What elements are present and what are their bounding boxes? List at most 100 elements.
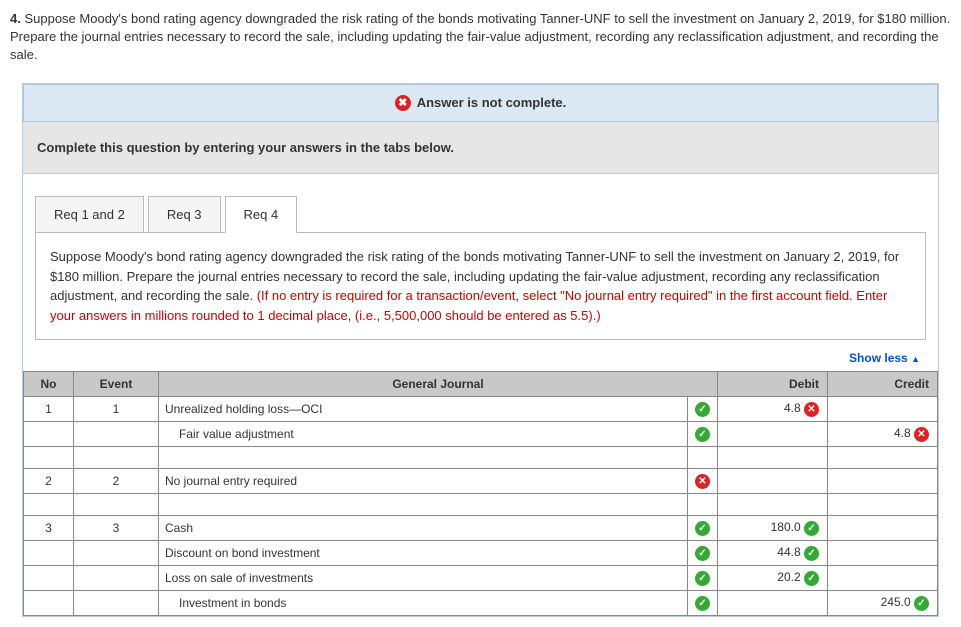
instruction-text: Complete this question by entering your … <box>37 140 454 155</box>
cell-debit[interactable]: 180.0 ✓ <box>718 516 828 541</box>
show-less-toggle[interactable]: Show less ▲ <box>23 351 920 365</box>
table-row: 11Unrealized holding loss—OCI✓4.8 ✕ <box>24 397 938 422</box>
cell-credit[interactable] <box>828 447 938 469</box>
question-body: Suppose Moody's bond rating agency downg… <box>10 11 950 62</box>
x-icon: ✕ <box>804 402 819 417</box>
header-event: Event <box>74 372 159 397</box>
cell-credit[interactable]: 245.0 ✓ <box>828 591 938 616</box>
header-general-journal: General Journal <box>159 372 718 397</box>
answer-container: ✖ Answer is not complete. Complete this q… <box>22 83 939 618</box>
cell-credit[interactable] <box>828 516 938 541</box>
cell-account-mark: ✓ <box>688 591 718 616</box>
cell-account[interactable]: Unrealized holding loss—OCI <box>159 397 688 422</box>
cell-account-mark <box>688 447 718 469</box>
cell-no <box>24 541 74 566</box>
tab-label: Req 4 <box>244 207 279 222</box>
show-less-label: Show less <box>849 351 908 365</box>
cell-event <box>74 494 159 516</box>
cell-no: 2 <box>24 469 74 494</box>
status-incomplete-icon: ✖ <box>395 95 411 111</box>
cell-account-mark <box>688 494 718 516</box>
check-icon: ✓ <box>695 546 710 561</box>
table-row: Discount on bond investment ✓ 44.8 ✓ <box>24 541 938 566</box>
status-bar: ✖ Answer is not complete. <box>23 84 938 123</box>
table-row <box>24 447 938 469</box>
check-icon: ✓ <box>695 427 710 442</box>
cell-no <box>24 591 74 616</box>
cell-account[interactable] <box>159 494 688 516</box>
cell-no <box>24 566 74 591</box>
cell-account[interactable]: Fair value adjustment <box>159 422 688 447</box>
cell-event <box>74 566 159 591</box>
cell-no <box>24 494 74 516</box>
table-row: Investment in bonds✓245.0 ✓ <box>24 591 938 616</box>
cell-event: 1 <box>74 397 159 422</box>
table-row: Fair value adjustment ✓ 4.8 ✕ <box>24 422 938 447</box>
check-icon: ✓ <box>695 596 710 611</box>
header-debit: Debit <box>718 372 828 397</box>
cell-no: 3 <box>24 516 74 541</box>
tab-row: Req 1 and 2 Req 3 Req 4 <box>35 196 938 233</box>
cell-debit[interactable]: 20.2 ✓ <box>718 566 828 591</box>
tab-req-1-2[interactable]: Req 1 and 2 <box>35 196 144 233</box>
check-icon: ✓ <box>914 596 929 611</box>
cell-credit[interactable] <box>828 541 938 566</box>
cell-debit[interactable]: 4.8 ✕ <box>718 397 828 422</box>
question-text: 4. Suppose Moody's bond rating agency do… <box>10 10 951 65</box>
check-icon: ✓ <box>804 571 819 586</box>
cell-credit[interactable]: 4.8 ✕ <box>828 422 938 447</box>
x-icon: ✕ <box>695 474 710 489</box>
table-row: Loss on sale of investments✓20.2 ✓ <box>24 566 938 591</box>
cell-no <box>24 422 74 447</box>
table-row: 22No journal entry required✕ <box>24 469 938 494</box>
journal-table: No Event General Journal Debit Credit 11… <box>23 371 938 616</box>
tab-req-4[interactable]: Req 4 <box>225 196 298 233</box>
requirement-box: Suppose Moody's bond rating agency downg… <box>35 232 926 340</box>
check-icon: ✓ <box>695 571 710 586</box>
cell-account-mark: ✓ <box>688 541 718 566</box>
cell-credit[interactable] <box>828 494 938 516</box>
cell-account-mark: ✓ <box>688 516 718 541</box>
cell-no: 1 <box>24 397 74 422</box>
cell-account[interactable]: Loss on sale of investments <box>159 566 688 591</box>
cell-account-mark: ✓ <box>688 422 718 447</box>
cell-account-mark: ✓ <box>688 397 718 422</box>
cell-debit[interactable] <box>718 591 828 616</box>
cell-no <box>24 447 74 469</box>
cell-account[interactable] <box>159 447 688 469</box>
table-row: 33Cash✓180.0 ✓ <box>24 516 938 541</box>
cell-debit[interactable] <box>718 447 828 469</box>
cell-event <box>74 591 159 616</box>
header-credit: Credit <box>828 372 938 397</box>
tab-label: Req 3 <box>167 207 202 222</box>
header-no: No <box>24 372 74 397</box>
cell-event <box>74 541 159 566</box>
cell-event: 3 <box>74 516 159 541</box>
status-label: Answer is not complete. <box>417 95 567 110</box>
cell-account-mark: ✕ <box>688 469 718 494</box>
cell-account[interactable]: Investment in bonds <box>159 591 688 616</box>
cell-credit[interactable] <box>828 469 938 494</box>
cell-debit[interactable]: 44.8 ✓ <box>718 541 828 566</box>
cell-account[interactable]: Cash <box>159 516 688 541</box>
tab-req-3[interactable]: Req 3 <box>148 196 221 233</box>
cell-debit[interactable] <box>718 494 828 516</box>
cell-credit[interactable] <box>828 566 938 591</box>
cell-account[interactable]: Discount on bond investment <box>159 541 688 566</box>
table-row <box>24 494 938 516</box>
cell-account[interactable]: No journal entry required <box>159 469 688 494</box>
cell-account-mark: ✓ <box>688 566 718 591</box>
cell-event <box>74 447 159 469</box>
cell-credit[interactable] <box>828 397 938 422</box>
cell-debit[interactable] <box>718 469 828 494</box>
check-icon: ✓ <box>695 402 710 417</box>
check-icon: ✓ <box>695 521 710 536</box>
instruction-bar: Complete this question by entering your … <box>23 122 938 174</box>
chevron-up-icon: ▲ <box>911 354 920 364</box>
cell-event <box>74 422 159 447</box>
x-icon: ✕ <box>914 427 929 442</box>
tab-label: Req 1 and 2 <box>54 207 125 222</box>
cell-debit[interactable] <box>718 422 828 447</box>
question-number: 4. <box>10 11 21 26</box>
check-icon: ✓ <box>804 521 819 536</box>
